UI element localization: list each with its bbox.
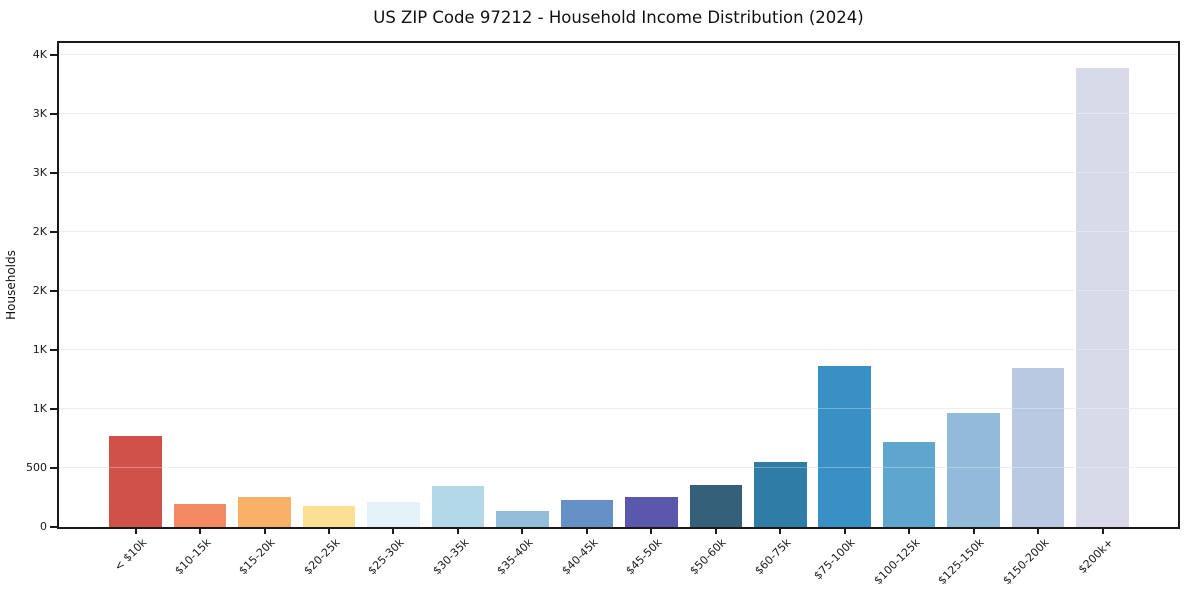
x-tick-mark bbox=[779, 527, 782, 534]
bar bbox=[560, 499, 614, 527]
gridline bbox=[59, 349, 1178, 351]
y-tick-label: 4K bbox=[32, 47, 47, 61]
gridline bbox=[59, 408, 1178, 410]
x-tick-label: $60-75k bbox=[752, 536, 794, 578]
gridline-overlay bbox=[59, 467, 1178, 469]
x-tick-mark bbox=[843, 527, 846, 534]
x-tick-label: $40-45k bbox=[558, 536, 601, 578]
gridline-overlay bbox=[59, 408, 1178, 410]
y-tick-label: 2K bbox=[32, 224, 47, 238]
y-tick-mark bbox=[50, 407, 57, 410]
y-tick-label: 2K bbox=[32, 283, 47, 297]
gridline bbox=[59, 172, 1178, 174]
x-tick-mark bbox=[1037, 527, 1040, 534]
bar bbox=[689, 484, 743, 527]
x-tick-label: $10-15k bbox=[171, 536, 214, 578]
bar bbox=[947, 413, 1000, 527]
x-tick-label: $20-25k bbox=[300, 536, 343, 578]
bar bbox=[302, 505, 356, 527]
gridline bbox=[59, 467, 1178, 469]
x-tick-label: $15-20k bbox=[236, 536, 278, 578]
gridline bbox=[59, 290, 1178, 292]
gridline-overlay bbox=[59, 349, 1178, 351]
x-tick-mark bbox=[263, 527, 266, 534]
x-tick-label: $35-40k bbox=[494, 536, 536, 578]
x-tick-mark bbox=[392, 527, 395, 534]
x-tick-label: < $10k bbox=[111, 536, 149, 574]
y-tick-label: 1K bbox=[32, 401, 47, 415]
gridline-overlay bbox=[59, 231, 1178, 233]
y-tick-mark bbox=[50, 171, 57, 174]
bar bbox=[173, 503, 227, 527]
x-tick-label: $200k+ bbox=[1075, 536, 1116, 577]
y-tick-label: 3K bbox=[32, 165, 47, 179]
bar bbox=[882, 442, 936, 527]
gridline-overlay bbox=[59, 172, 1178, 174]
bar bbox=[625, 496, 678, 527]
y-tick-label: 500 bbox=[26, 460, 47, 474]
bar bbox=[1011, 368, 1065, 527]
x-tick-label: $75-100k bbox=[811, 536, 858, 583]
gridline-overlay bbox=[59, 290, 1178, 292]
x-tick-mark bbox=[972, 527, 975, 534]
x-tick-mark bbox=[908, 527, 911, 534]
y-tick-label: 1K bbox=[32, 342, 47, 356]
gridline bbox=[59, 231, 1178, 233]
x-tick-mark bbox=[134, 527, 137, 534]
y-tick-mark bbox=[50, 112, 57, 115]
chart-title: US ZIP Code 97212 - Household Income Dis… bbox=[373, 8, 864, 27]
bar bbox=[1076, 67, 1129, 527]
bar bbox=[496, 511, 549, 527]
gridline-overlay bbox=[59, 113, 1178, 115]
bar bbox=[753, 462, 807, 527]
x-tick-mark bbox=[521, 527, 524, 534]
x-tick-mark bbox=[456, 527, 459, 534]
x-tick-mark bbox=[585, 527, 588, 534]
gridline-overlay bbox=[59, 54, 1178, 56]
x-tick-label: $30-35k bbox=[429, 536, 472, 578]
y-tick-mark bbox=[50, 230, 57, 233]
bar bbox=[367, 501, 420, 527]
y-tick-mark bbox=[50, 53, 57, 56]
x-tick-mark bbox=[650, 527, 653, 534]
y-tick-mark bbox=[50, 466, 57, 469]
bar bbox=[431, 485, 485, 527]
y-tick-label: 0 bbox=[40, 520, 47, 533]
x-tick-mark bbox=[199, 527, 202, 534]
x-tick-mark bbox=[328, 527, 330, 534]
plot-area: 0 500 1K 1K 2K 2K 3K 3K 4K < $10k $10-15k $15-20k $2… bbox=[26, 41, 1180, 587]
bar bbox=[818, 365, 872, 527]
y-tick-label: 3K bbox=[32, 106, 47, 120]
x-tick-label: $45-50k bbox=[623, 536, 665, 578]
gridline bbox=[59, 54, 1178, 56]
y-tick-mark bbox=[50, 289, 57, 292]
x-tick-label: $25-30k bbox=[365, 536, 407, 578]
bar bbox=[238, 496, 291, 527]
bar bbox=[109, 435, 162, 527]
x-tick-mark bbox=[714, 527, 717, 534]
gridline bbox=[59, 113, 1178, 115]
x-tick-label: $150-200k bbox=[1000, 536, 1052, 588]
y-tick-mark bbox=[50, 526, 57, 528]
x-tick-label: $100-125k bbox=[871, 536, 923, 588]
x-tick-label: $50-60k bbox=[687, 536, 729, 578]
x-tick-mark bbox=[1101, 527, 1104, 534]
y-tick-mark bbox=[50, 348, 57, 351]
x-tick-label: $125-150k bbox=[935, 536, 987, 588]
